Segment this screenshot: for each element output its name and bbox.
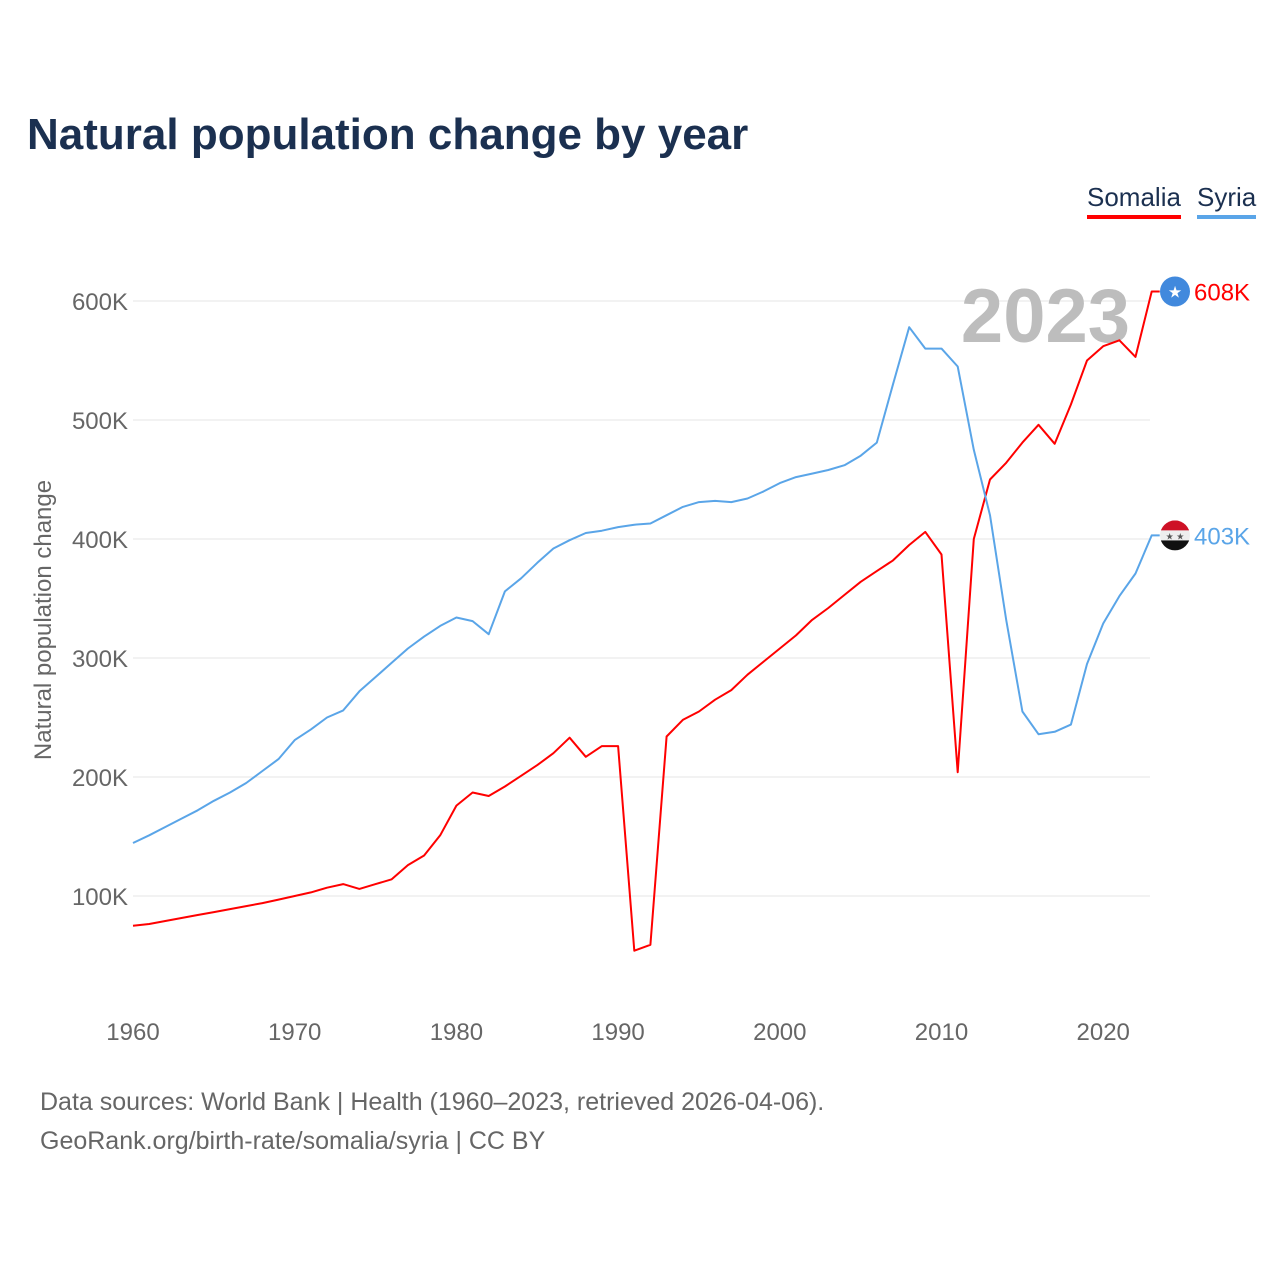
somalia-flag-icon bbox=[1160, 276, 1190, 307]
end-value-label: 403K bbox=[1194, 523, 1250, 550]
y-tick-label: 300K bbox=[72, 646, 128, 673]
x-tick-label: 1970 bbox=[268, 1019, 321, 1046]
year-watermark: 2023 bbox=[961, 274, 1130, 359]
x-tick-label: 1990 bbox=[591, 1019, 644, 1046]
y-tick-label: 100K bbox=[72, 884, 128, 911]
y-tick-label: 500K bbox=[72, 408, 128, 435]
x-tick-label: 2010 bbox=[915, 1019, 968, 1046]
series-line-somalia bbox=[132, 290, 1160, 952]
stars-icon: ★ ★ bbox=[1166, 531, 1185, 541]
legend-somalia[interactable]: Somalia bbox=[1087, 182, 1181, 219]
y-tick-label: 400K bbox=[72, 527, 128, 554]
series-line-syria bbox=[132, 326, 1160, 844]
end-value-label: 608K bbox=[1194, 279, 1250, 306]
chart-title: Natural population change by year bbox=[27, 110, 749, 159]
legend-syria[interactable]: Syria bbox=[1197, 182, 1257, 219]
x-tick-label: 1980 bbox=[430, 1019, 483, 1046]
syria-flag-icon bbox=[1160, 520, 1190, 551]
source-line-1: Data sources: World Bank | Health (1960–… bbox=[40, 1088, 825, 1116]
y-axis-label: Natural population change bbox=[30, 480, 57, 760]
x-tick-label: 1960 bbox=[106, 1019, 159, 1046]
source-line-2[interactable]: GeoRank.org/birth-rate/somalia/syria | C… bbox=[40, 1127, 546, 1155]
y-tick-label: 600K bbox=[72, 289, 128, 316]
y-tick-label: 200K bbox=[72, 765, 128, 792]
x-tick-label: 2000 bbox=[753, 1019, 806, 1046]
x-tick-label: 2020 bbox=[1077, 1019, 1130, 1046]
star-icon: ★ bbox=[1168, 284, 1182, 301]
